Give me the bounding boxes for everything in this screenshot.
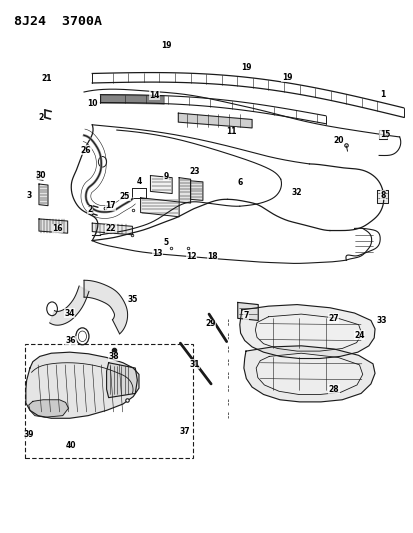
Text: 34: 34 [64,309,75,318]
Text: 16: 16 [52,224,62,233]
Text: 2: 2 [88,205,93,214]
Polygon shape [237,302,258,320]
Polygon shape [190,181,202,200]
Text: 35: 35 [127,295,137,304]
Polygon shape [378,130,387,139]
Text: 29: 29 [204,319,215,328]
Text: 28: 28 [328,385,339,394]
Text: 12: 12 [186,252,197,261]
Text: 6: 6 [237,179,242,188]
Text: 25: 25 [119,192,130,200]
Text: 15: 15 [379,130,389,139]
Text: 19: 19 [160,41,171,50]
Text: 36: 36 [66,336,76,345]
Text: 22: 22 [106,224,116,233]
Polygon shape [50,286,89,325]
Bar [24,344,192,458]
Text: 8J24  3700A: 8J24 3700A [14,15,102,28]
Text: 39: 39 [24,430,34,439]
Polygon shape [106,363,137,398]
Polygon shape [26,352,139,418]
Polygon shape [256,353,362,394]
Text: 2: 2 [39,113,44,122]
Text: 17: 17 [105,201,116,210]
Text: 3: 3 [26,191,31,199]
Text: 14: 14 [149,91,159,100]
Text: 38: 38 [108,352,119,361]
Polygon shape [255,314,361,351]
Polygon shape [377,190,387,203]
Text: 27: 27 [327,314,338,323]
Polygon shape [150,175,172,193]
Polygon shape [39,184,48,206]
Text: 7: 7 [243,311,248,320]
Polygon shape [178,113,252,128]
Text: 18: 18 [207,252,218,261]
Text: 32: 32 [291,188,301,197]
Text: 21: 21 [41,74,52,83]
Text: 19: 19 [240,63,251,71]
Text: 9: 9 [163,172,168,181]
Text: 30: 30 [35,171,46,180]
Text: 37: 37 [179,427,189,436]
Text: 13: 13 [152,249,163,258]
Text: 1: 1 [380,90,385,99]
Text: 24: 24 [354,331,364,340]
Text: 19: 19 [281,72,292,82]
Text: 11: 11 [226,127,236,136]
Polygon shape [243,346,374,402]
Polygon shape [28,400,68,417]
Polygon shape [92,223,132,235]
Text: 5: 5 [163,238,168,247]
Polygon shape [39,219,67,233]
Text: 26: 26 [81,146,91,155]
Text: 31: 31 [189,360,199,369]
Polygon shape [239,304,374,359]
Polygon shape [179,177,190,203]
Text: 40: 40 [66,441,76,450]
Text: 20: 20 [332,136,342,145]
Text: 4: 4 [137,177,142,187]
Polygon shape [84,280,127,334]
Text: 8: 8 [380,191,385,199]
Text: 10: 10 [87,99,97,108]
Text: 23: 23 [189,167,199,176]
Text: 33: 33 [376,316,386,325]
Polygon shape [140,198,179,217]
